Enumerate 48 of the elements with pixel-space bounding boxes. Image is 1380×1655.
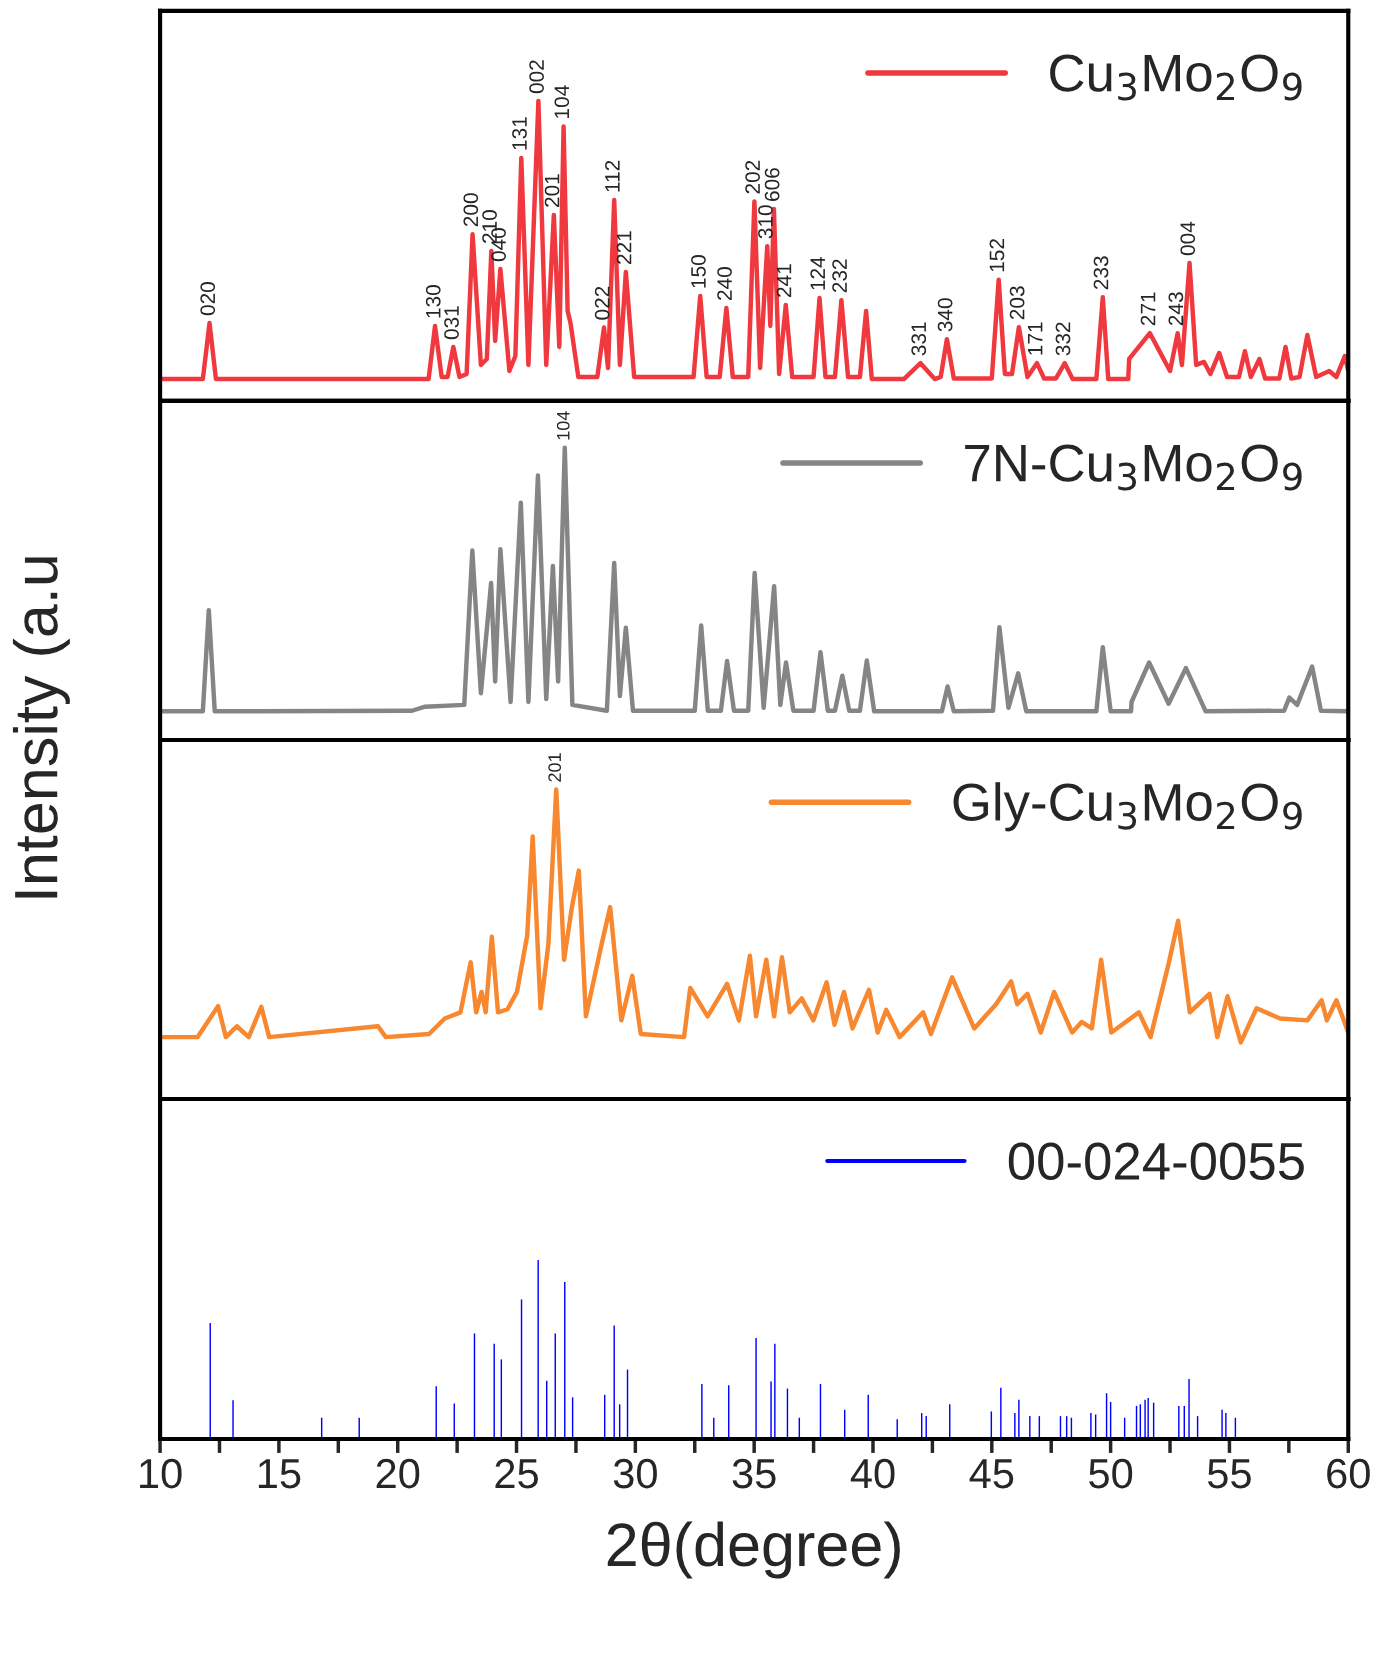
- annotation: 201: [548, 753, 562, 782]
- annotation: 233: [1093, 256, 1109, 290]
- legend-label: 00-024-0055: [1008, 1142, 1304, 1180]
- annotation: 202: [745, 160, 760, 194]
- annotation: 150: [691, 255, 706, 288]
- annotation: 243: [1168, 292, 1184, 326]
- x-tick-label: 45: [969, 1459, 1014, 1489]
- annotation: 221: [616, 231, 632, 264]
- annotation: 124: [810, 256, 825, 290]
- y-axis-title: Intensity (a.u: [12, 557, 70, 898]
- annotation: 104: [554, 85, 570, 118]
- annotation: 171: [1028, 322, 1043, 355]
- x-tick-label: 40: [850, 1458, 895, 1489]
- x-tick-label: 50: [1089, 1458, 1133, 1489]
- annotation: 232: [832, 259, 847, 293]
- annotation: 022: [594, 286, 610, 320]
- annotation: 240: [717, 267, 732, 300]
- annotation: 004: [1180, 221, 1196, 256]
- x-axis-title: 2θ(degree): [607, 1521, 900, 1579]
- annotation: 200: [463, 193, 479, 227]
- annotation: 130: [425, 285, 441, 318]
- annotation: 152: [989, 239, 1005, 272]
- annotation: 112: [605, 160, 620, 192]
- annotation: 104: [556, 411, 570, 440]
- annotation: 241: [776, 264, 792, 297]
- annotation: 002: [529, 60, 544, 94]
- annotation: 020: [200, 282, 216, 316]
- annotation: 606: [764, 168, 780, 201]
- legend-label: Gly-Cu$_{3}$Mo$_{2}$O$_{9}$: [953, 782, 1302, 832]
- x-tick-label: 55: [1207, 1459, 1251, 1489]
- x-tick-label: 35: [732, 1458, 776, 1489]
- annotation: 332: [1055, 322, 1071, 356]
- x-tick-label: 60: [1327, 1458, 1370, 1489]
- x-tick-label: 20: [376, 1458, 420, 1489]
- x-tick-label: 15: [258, 1459, 301, 1489]
- annotation: 203: [1009, 286, 1025, 320]
- x-tick-label: 10: [140, 1458, 182, 1489]
- x-tick-label: 30: [613, 1458, 657, 1489]
- annotation: 131: [512, 117, 527, 150]
- x-tick-label: 25: [495, 1458, 538, 1489]
- legend-label: 7N-Cu$_{3}$Mo$_{2}$O$_{9}$: [965, 444, 1302, 491]
- annotation: 340: [937, 298, 953, 332]
- legend-label: Cu$_{3}$Mo$_{2}$O$_{9}$: [1050, 54, 1302, 101]
- annotation: 310: [758, 205, 773, 239]
- annotation: 031: [444, 306, 459, 340]
- annotation: 201: [544, 174, 560, 207]
- annotation: 271: [1140, 292, 1156, 326]
- annotation: 331: [911, 322, 927, 356]
